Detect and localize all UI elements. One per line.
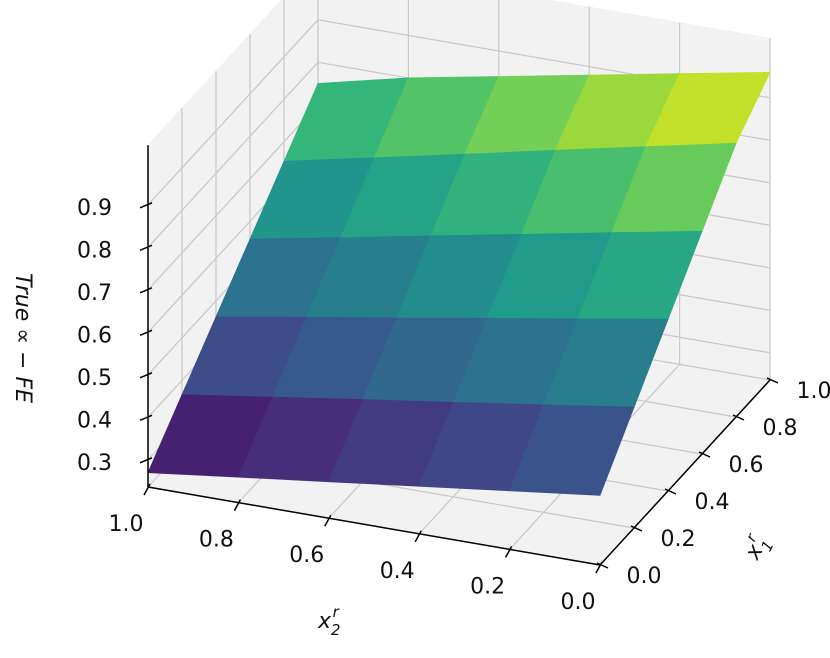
x1-tick-label: 0.4 xyxy=(695,490,730,515)
z-tick-label: 0.6 xyxy=(77,323,112,348)
z-tick-label: 0.4 xyxy=(77,408,112,433)
x2-tick-label: 0.4 xyxy=(380,559,415,584)
x2-tick-label: 0.0 xyxy=(561,590,596,615)
z-tick-label: 0.5 xyxy=(77,366,112,391)
tick-mark xyxy=(144,484,150,495)
x1-tick-label: 0.2 xyxy=(661,527,696,552)
x1-tick-label: 0.0 xyxy=(627,564,662,589)
x1-tick-label: 0.8 xyxy=(763,416,798,441)
z-tick-label: 0.3 xyxy=(77,451,112,476)
z-tick-label: 0.7 xyxy=(77,281,112,306)
label-sup: r xyxy=(742,530,761,545)
x2-tick-label: 0.8 xyxy=(199,528,234,553)
x2-tick-label: 1.0 xyxy=(109,512,144,537)
label-sub: 2 xyxy=(331,621,341,639)
x2-axis-label: x2r xyxy=(317,603,341,639)
z-tick-label: 0.9 xyxy=(77,196,112,221)
label-sup: r xyxy=(333,603,340,621)
z-tick-label: 0.8 xyxy=(77,238,112,263)
x1-tick-label: 1.0 xyxy=(797,379,830,404)
x1-axis-label: x1r xyxy=(734,529,777,567)
x1-tick-label: 0.6 xyxy=(729,453,764,478)
x2-tick-label: 0.6 xyxy=(289,543,324,568)
x2-tick-label: 0.2 xyxy=(470,574,505,599)
label-base: x xyxy=(317,609,332,634)
z-axis-label: True ∝ − FE xyxy=(10,273,35,403)
